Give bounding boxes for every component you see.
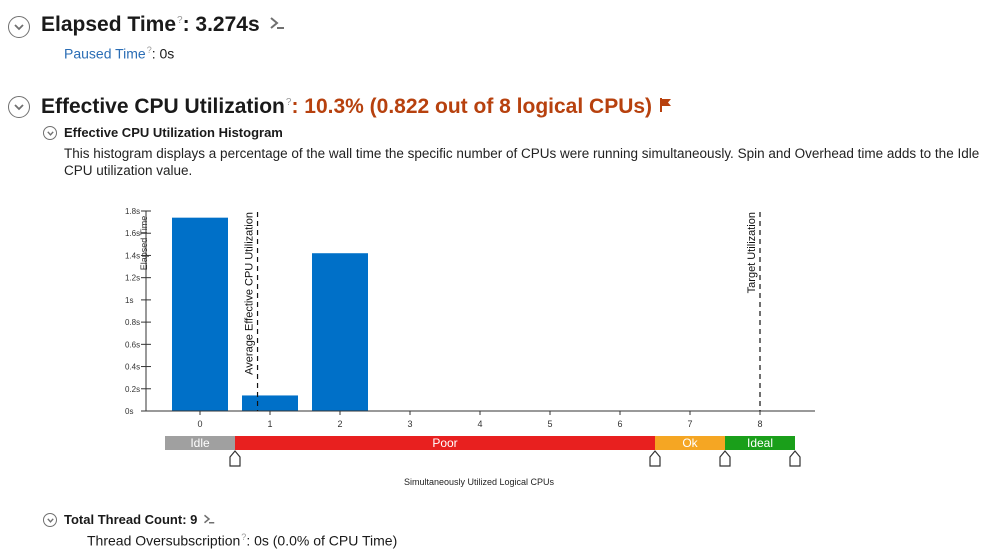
help-icon[interactable]: ? <box>146 45 152 55</box>
x-tick-label: 0 <box>197 419 202 429</box>
chevron-down-icon <box>14 103 24 110</box>
y-tick-label: 1s <box>125 296 133 305</box>
paused-time-link[interactable]: Paused Time <box>64 45 146 62</box>
range-label: Ideal <box>747 436 773 450</box>
thread-count-heading: Total Thread Count: 9 <box>64 512 215 528</box>
histogram-title: Effective CPU Utilization Histogram <box>64 125 283 140</box>
elapsed-time-title: Elapsed Time <box>41 13 177 36</box>
y-tick-label: 0s <box>125 407 133 416</box>
thread-oversubscription-value: : 0s (0.0% of CPU Time) <box>246 532 398 549</box>
x-tick-label: 5 <box>547 419 552 429</box>
range-threshold-handle[interactable] <box>719 450 731 467</box>
y-tick-label: 0.6s <box>125 340 140 349</box>
y-tick-label: 0.2s <box>125 385 140 394</box>
x-tick-label: 8 <box>757 419 762 429</box>
command-line-icon[interactable] <box>269 13 285 37</box>
thread-oversubscription-row: Thread Oversubscription?: 0s (0.0% of CP… <box>87 532 397 549</box>
thread-count-title: Total Thread Count: 9 <box>64 512 198 527</box>
range-threshold-handle[interactable] <box>789 450 801 467</box>
range-segment <box>235 436 655 450</box>
histogram-bar[interactable] <box>172 217 228 411</box>
cpu-collapse-button[interactable] <box>8 96 30 118</box>
range-threshold-handle[interactable] <box>649 450 661 467</box>
paused-time-value: : 0s <box>151 45 175 62</box>
histogram-description: This histogram displays a percentage of … <box>64 146 980 178</box>
y-tick-label: 0.8s <box>125 318 140 327</box>
y-tick-label: 1.2s <box>125 274 140 283</box>
help-icon[interactable]: ? <box>241 532 247 542</box>
histogram-bar[interactable] <box>312 253 368 411</box>
y-axis: 0s 0.2s 0.4s 0.6s 0.8s 1s 1.2s 1.4s 1.6s 1.8sElap… <box>125 207 151 416</box>
range-threshold-handle[interactable] <box>229 450 241 467</box>
histogram-bars <box>172 217 368 411</box>
range-segment <box>165 436 235 450</box>
x-tick-label: 7 <box>687 419 692 429</box>
range-label: Idle <box>190 436 210 450</box>
cpu-histogram-chart: 0s 0.2s 0.4s 0.6s 0.8s 1s 1.2s 1.4s 1.6s 1.8sElap… <box>125 207 815 487</box>
x-tick-label: 6 <box>617 419 622 429</box>
chevron-down-icon <box>46 517 54 523</box>
range-label: Poor <box>432 436 457 450</box>
y-tick-label: 0.4s <box>125 363 140 372</box>
marker-label: Target Utilization <box>746 212 758 293</box>
y-tick-label: 1.6s <box>125 229 140 238</box>
x-tick-label: 3 <box>407 419 412 429</box>
flag-icon <box>659 95 673 119</box>
cpu-utilization-value: : 10.3% (0.822 out of 8 logical CPUs) <box>291 95 653 118</box>
x-tick-label: 4 <box>477 419 482 429</box>
range-segment <box>725 436 795 450</box>
thread-oversubscription-label: Thread Oversubscription <box>87 532 241 549</box>
command-line-icon[interactable] <box>203 513 215 528</box>
elapsed-time-heading: Elapsed Time?: 3.274s <box>41 13 285 37</box>
chevron-down-icon <box>14 23 24 30</box>
y-tick-label: 1.8s <box>125 207 140 216</box>
marker-label: Average Effective CPU Utilization <box>244 212 256 375</box>
cpu-utilization-heading: Effective CPU Utilization?: 10.3% (0.822… <box>41 95 673 119</box>
help-icon[interactable]: ? <box>285 97 292 108</box>
paused-time-row: Paused Time?: 0s <box>64 45 174 62</box>
cpu-utilization-title: Effective CPU Utilization <box>41 95 285 118</box>
y-axis-label: Elapsed Time <box>139 216 149 271</box>
y-tick-label: 1.4s <box>125 251 140 260</box>
chevron-down-icon <box>46 130 54 136</box>
x-tick-label: 1 <box>267 419 272 429</box>
utilization-markers: Average Effective CPU Utilization Target … <box>244 212 761 411</box>
histogram-collapse-button[interactable] <box>43 126 57 140</box>
x-axis: 0 1 2 3 4 5 6 7 8 <box>146 410 815 429</box>
threads-collapse-button[interactable] <box>43 513 57 527</box>
elapsed-collapse-button[interactable] <box>8 16 30 38</box>
utilization-ranges: Idle Poor Ok Ideal <box>165 436 801 467</box>
range-label: Ok <box>682 436 698 450</box>
histogram-bar[interactable] <box>242 395 298 411</box>
help-icon[interactable]: ? <box>177 15 183 26</box>
elapsed-time-value: : 3.274s <box>182 13 260 36</box>
range-segment <box>655 436 725 450</box>
x-axis-label: Simultaneously Utilized Logical CPUs <box>404 477 555 487</box>
x-tick-label: 2 <box>337 419 342 429</box>
